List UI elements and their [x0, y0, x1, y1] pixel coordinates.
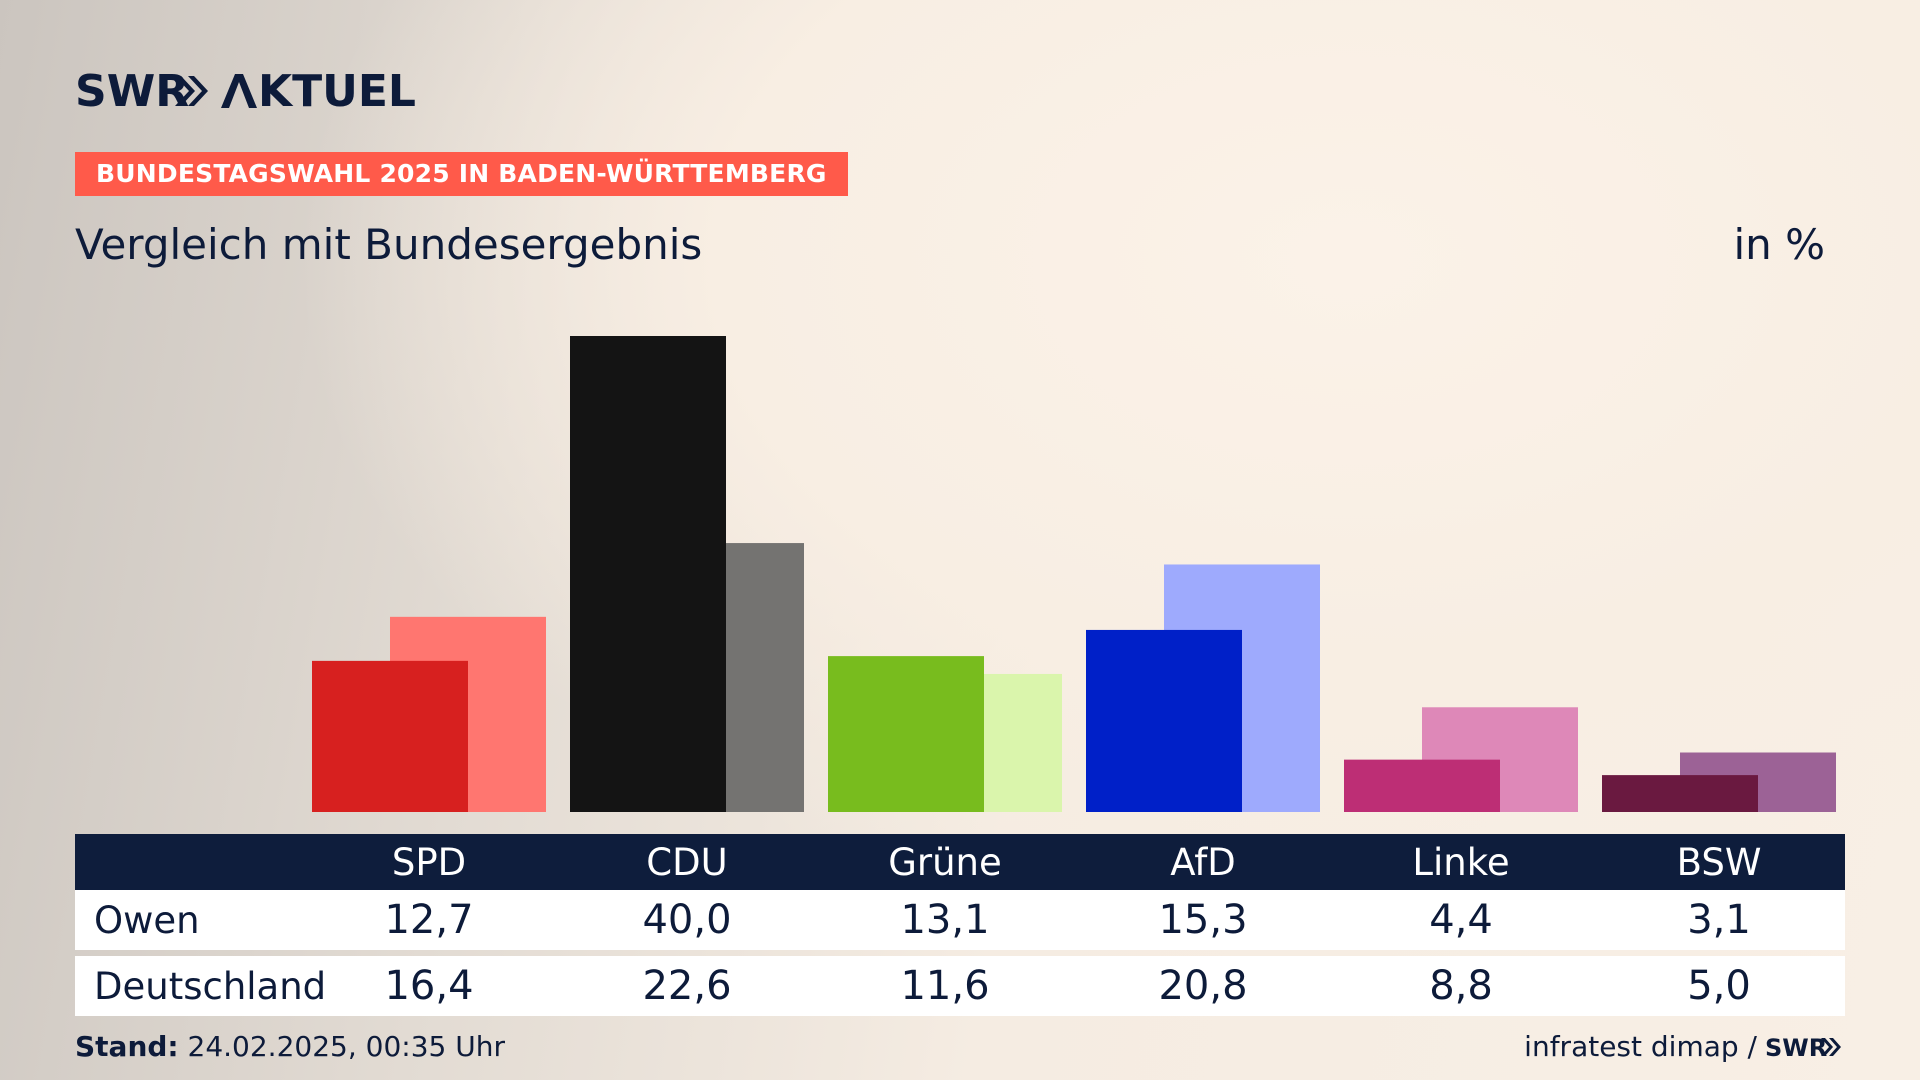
stand-value: 24.02.2025, 00:35 Uhr: [178, 1030, 505, 1063]
table-header-row: SPD CDU Grüne AfD Linke BSW: [75, 834, 1845, 890]
table-row-owen: Owen 12,7 40,0 13,1 15,3 4,4 3,1: [75, 890, 1845, 950]
svg-text:SWR: SWR: [75, 66, 189, 116]
svg-text:KTUELL: KTUELL: [258, 66, 415, 116]
table-cell-owen-cdu: 40,0: [642, 897, 732, 943]
swr-small-logo: SWR: [1765, 1034, 1841, 1061]
source-text: infratest dimap /: [1524, 1030, 1757, 1063]
table-cell-owen-grne: 13,1: [900, 897, 990, 943]
table-cell-deutschland-spd: 16,4: [384, 963, 474, 1009]
column-header-afd: AfD: [1170, 840, 1236, 884]
column-header-spd: SPD: [391, 840, 467, 884]
table-cell-deutschland-cdu: 22,6: [642, 963, 732, 1009]
table-cell-deutschland-linke: 8,8: [1429, 963, 1493, 1009]
bar-owen-cdu: [570, 336, 726, 812]
row-label-deutschland: Deutschland: [94, 964, 327, 1008]
table-cell-owen-afd: 15,3: [1158, 897, 1248, 943]
unit-label: in %: [1733, 220, 1825, 269]
bar-chart: [312, 336, 1836, 812]
column-header-linke: Linke: [1412, 840, 1510, 884]
results-table: SPD CDU Grüne AfD Linke BSW Owen 12,7 40,0 13,1…: [75, 834, 1845, 1016]
bar-owen-bsw: [1602, 775, 1758, 812]
chart-subtitle: Vergleich mit Bundesergebnis: [75, 220, 703, 269]
stand-label: Stand:: [75, 1030, 179, 1063]
bar-owen-spd: [312, 660, 468, 812]
swr-aktuell-logo: SWR KTUELL: [75, 66, 415, 116]
column-header-bsw: BSW: [1676, 840, 1762, 884]
column-header-cdu: CDU: [646, 840, 728, 884]
table-cell-owen-spd: 12,7: [384, 897, 474, 943]
election-kicker: BUNDESTAGSWAHL 2025 IN BADEN-WÜRTTEMBERG: [75, 152, 848, 196]
table-cell-deutschland-bsw: 5,0: [1687, 963, 1751, 1009]
swr-small-logo-text: SWR: [1765, 1034, 1827, 1061]
table-row-deutschland: Deutschland 16,4 22,6 11,6 20,8 8,8 5,0: [75, 956, 1845, 1016]
table-cell-deutschland-grne: 11,6: [900, 963, 990, 1009]
table-cell-deutschland-afd: 20,8: [1158, 963, 1248, 1009]
bar-owen-grne: [828, 656, 984, 812]
row-label-owen: Owen: [94, 898, 200, 942]
table-cell-owen-bsw: 3,1: [1687, 897, 1751, 943]
timestamp: Stand: 24.02.2025, 00:35 Uhr: [75, 1030, 505, 1063]
table-cell-owen-linke: 4,4: [1429, 897, 1493, 943]
bar-owen-afd: [1086, 629, 1242, 812]
bar-owen-linke: [1344, 759, 1500, 812]
source-credit: infratest dimap / SWR: [1524, 1030, 1845, 1063]
column-header-grne: Grüne: [888, 840, 1002, 884]
